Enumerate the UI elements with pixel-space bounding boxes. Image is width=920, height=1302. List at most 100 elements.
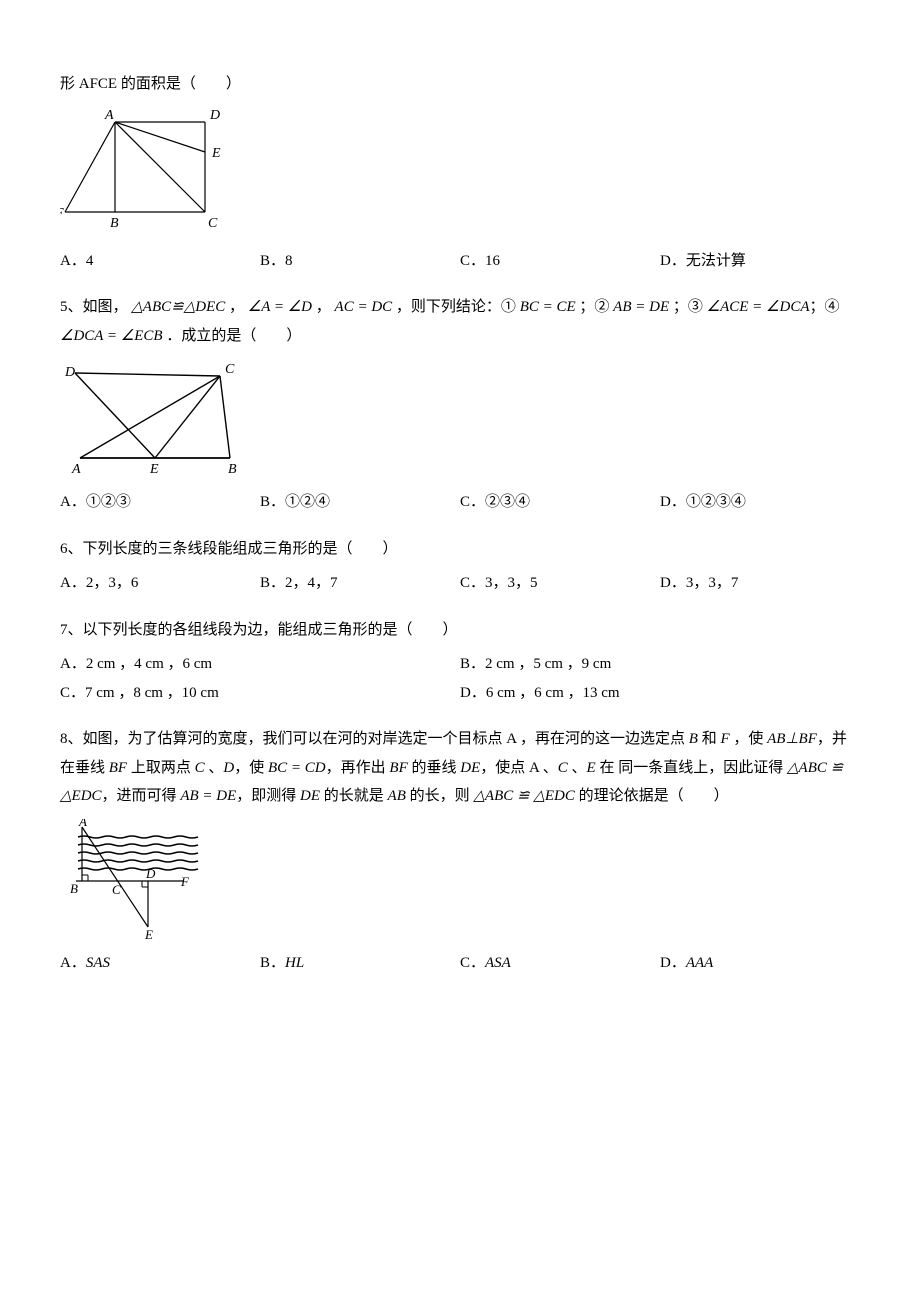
svg-text:D: D xyxy=(64,365,75,380)
q5-cond1: △ABC≌△DEC xyxy=(131,299,225,315)
q8-figure: A B C D F E xyxy=(60,819,860,939)
q5-option-c[interactable]: C．②③④ xyxy=(460,488,660,517)
q8-option-c[interactable]: C．ASA xyxy=(460,949,660,978)
q5-c4: ∠DCA = ∠ECB xyxy=(60,328,163,344)
q5-cond2: ∠A = ∠D xyxy=(248,299,312,315)
q5-option-d[interactable]: D．①②③④ xyxy=(660,488,860,517)
q5-figure: D C A E B xyxy=(60,358,860,478)
q8-ptF: F xyxy=(720,731,729,747)
q6-option-a[interactable]: A．2，3，6 xyxy=(60,569,260,598)
q5-option-a[interactable]: A．①②③ xyxy=(60,488,260,517)
q8-abde: AB = DE xyxy=(180,788,236,804)
svg-text:B: B xyxy=(110,216,119,231)
svg-text:A: A xyxy=(78,819,87,829)
q8-tri2: △ABC ≌ △EDC xyxy=(473,788,574,804)
q5-option-b[interactable]: B．①②④ xyxy=(260,488,460,517)
q8-ptD: D xyxy=(223,760,234,776)
q8-ob-v: HL xyxy=(285,955,304,971)
q4-fragment: 形 AFCE 的面积是（ ） xyxy=(60,70,860,99)
q4-options: A．4 B．8 C．16 D．无法计算 xyxy=(60,247,860,276)
q8-de2: DE xyxy=(300,788,320,804)
q8-bccd: BC = CD xyxy=(268,760,326,776)
q4-option-b[interactable]: B．8 xyxy=(260,247,460,276)
q7-option-d[interactable]: D．6 cm ，6 cm ，13 cm xyxy=(460,679,860,708)
q7-option-b[interactable]: B．2 cm ，5 cm ，9 cm xyxy=(460,650,860,679)
q8-oc-v: ASA xyxy=(485,955,511,971)
svg-text:B: B xyxy=(70,881,78,896)
q8-oc-p: C． xyxy=(460,955,485,971)
q5-c3: ∠ACE = ∠DCA xyxy=(707,299,810,315)
svg-text:C: C xyxy=(208,216,218,231)
svg-text:D: D xyxy=(209,108,220,123)
q8-de: DE xyxy=(460,760,480,776)
q8-oa-v: SAS xyxy=(86,955,110,971)
q8-ob-p: B． xyxy=(260,955,285,971)
q8-l2f: 的垂线 xyxy=(408,760,461,776)
q8-bf2: BF xyxy=(389,760,407,776)
q7-option-a[interactable]: A．2 cm ，4 cm ，6 cm xyxy=(60,650,460,679)
q8-ptE: E xyxy=(587,760,596,776)
q8-bf: BF xyxy=(109,760,127,776)
q5-mid: ，则下列结论：① xyxy=(396,299,516,315)
q8-l3c: ，即测得 xyxy=(236,788,300,804)
q8-text: 8、如图，为了估算河的宽度，我们可以在河的对岸选定一个目标点 A ，再在河的这一… xyxy=(60,725,860,811)
q8-option-d[interactable]: D．AAA xyxy=(660,949,860,978)
q8-svg: A B C D F E xyxy=(60,819,200,939)
q8-l1a: 8、如图，为了估算河的宽度，我们可以在河的对岸选定一个目标点 A ，再在河的这一… xyxy=(60,731,689,747)
q6-options: A．2，3，6 B．2，4，7 C．3，3，5 D．3，3，7 xyxy=(60,569,860,598)
svg-text:E: E xyxy=(144,927,153,939)
q6-text: 6、下列长度的三条线段能组成三角形的是（ ） xyxy=(60,535,860,564)
q4-figure: A D E C B F xyxy=(60,107,860,237)
svg-text:F: F xyxy=(60,206,64,221)
q5-c1: BC = CE xyxy=(520,299,576,315)
svg-text:C: C xyxy=(225,362,235,377)
q8-options: A．SAS B．HL C．ASA D．AAA xyxy=(60,949,860,978)
q8-ptC: C xyxy=(195,760,205,776)
q7-options: A．2 cm ，4 cm ，6 cm B．2 cm ，5 cm ，9 cm C．… xyxy=(60,650,860,707)
svg-text:D: D xyxy=(145,866,156,881)
q8-ab: AB xyxy=(388,788,406,804)
q5-c2: AB = DE xyxy=(613,299,669,315)
q6-option-c[interactable]: C．3，3，5 xyxy=(460,569,660,598)
q8-l2g: ，使点 A 、 xyxy=(480,760,558,776)
q8-l2a: ，使 xyxy=(730,731,768,747)
q8-ptB: B xyxy=(689,731,698,747)
q8-l2h: 在 xyxy=(596,760,615,776)
q4-option-d[interactable]: D．无法计算 xyxy=(660,247,860,276)
q8-oa-p: A． xyxy=(60,955,86,971)
q8-l2c: 上取两点 xyxy=(127,760,195,776)
q8-od-p: D． xyxy=(660,955,686,971)
q5-cond3: AC = DC xyxy=(335,299,393,315)
q5-prefix: 5、如图， xyxy=(60,299,128,315)
q5-options: A．①②③ B．①②④ C．②③④ D．①②③④ xyxy=(60,488,860,517)
q8-l4a: 的理论依据是（ ） xyxy=(575,788,729,804)
q8-l3d: 的长就是 xyxy=(320,788,388,804)
q4-option-c[interactable]: C．16 xyxy=(460,247,660,276)
svg-text:B: B xyxy=(228,462,237,477)
svg-text:A: A xyxy=(71,462,81,477)
q8-abbf: AB⊥BF xyxy=(767,731,817,747)
q7-option-c[interactable]: C．7 cm ，8 cm ，10 cm xyxy=(60,679,460,708)
q5-svg: D C A E B xyxy=(60,358,280,478)
q8-l3a: 同一条直线上，因此证得 xyxy=(618,760,787,776)
q8-l1b: 和 xyxy=(698,731,717,747)
q8-option-b[interactable]: B．HL xyxy=(260,949,460,978)
q5-tail: ．成立的是（ ） xyxy=(166,328,301,344)
q8-l2d: ，使 xyxy=(234,760,268,776)
q5-text: 5、如图， △ABC≌△DEC ， ∠A = ∠D ， AC = DC ，则下列… xyxy=(60,293,860,350)
svg-text:A: A xyxy=(104,108,114,123)
q8-l3e: 的长，则 xyxy=(406,788,470,804)
q8-ptC2: C xyxy=(558,760,568,776)
q6-option-b[interactable]: B．2，4，7 xyxy=(260,569,460,598)
svg-text:E: E xyxy=(211,146,221,161)
q8-option-a[interactable]: A．SAS xyxy=(60,949,260,978)
svg-text:E: E xyxy=(149,462,159,477)
q8-od-v: AAA xyxy=(686,955,714,971)
q4-option-a[interactable]: A．4 xyxy=(60,247,260,276)
q4-svg: A D E C B F xyxy=(60,107,230,237)
q6-option-d[interactable]: D．3，3，7 xyxy=(660,569,860,598)
svg-text:F: F xyxy=(180,874,190,889)
q8-l2e: ，再作出 xyxy=(326,760,390,776)
q8-l3b: ，进而可得 xyxy=(102,788,181,804)
svg-text:C: C xyxy=(112,882,121,897)
